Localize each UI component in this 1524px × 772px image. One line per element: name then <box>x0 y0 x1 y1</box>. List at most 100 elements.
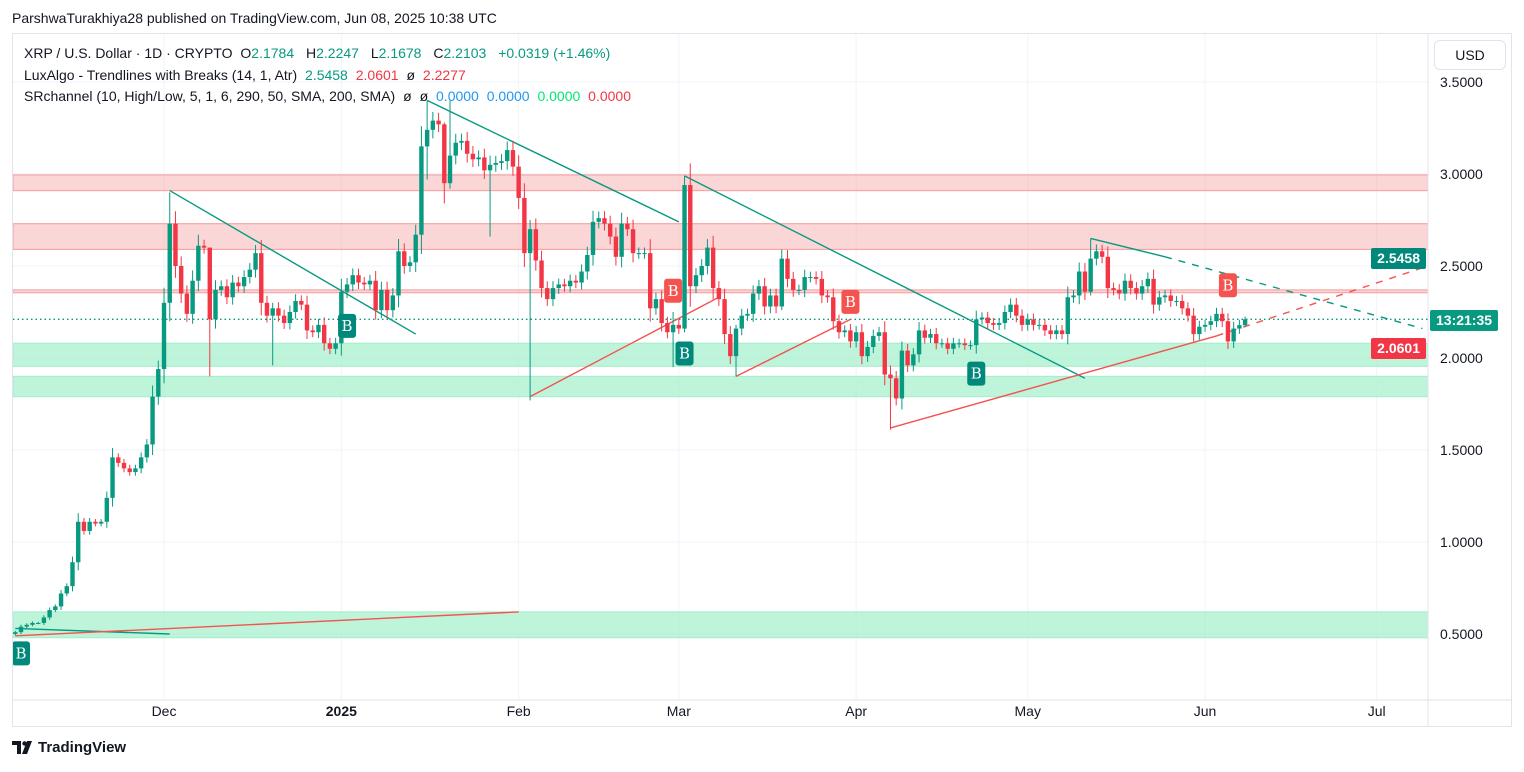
price-axis[interactable]: 3.5000 3.0000 2.5000 2.0000 1.5000 1.0000 0.50… <box>1440 74 1483 642</box>
bearish-candle <box>384 289 390 311</box>
bullish-candle <box>779 258 784 307</box>
bullish-candle <box>453 142 458 156</box>
break-label-text: B <box>1222 276 1233 294</box>
indicator-luxalgo[interactable]: LuxAlgo - Trendlines with Breaks (14, 1,… <box>24 67 470 83</box>
bullish-candle <box>1088 258 1093 292</box>
break-label-text: B <box>668 282 679 300</box>
bearish-candle <box>819 278 825 296</box>
bullish-candle <box>705 247 710 266</box>
bearish-candle <box>1151 278 1156 305</box>
bullish-candle <box>144 444 150 458</box>
time-tick-label: May <box>1015 703 1041 719</box>
price-tick-label: 0.5000 <box>1440 626 1483 642</box>
lower-trendline <box>529 296 720 398</box>
bearish-candle <box>562 284 567 287</box>
bullish-candle <box>499 161 504 163</box>
bearish-candle <box>785 258 790 279</box>
bullish-candle <box>1237 325 1242 329</box>
break-label-badge <box>13 641 31 666</box>
bearish-candle <box>510 150 516 167</box>
bullish-candle <box>596 218 601 222</box>
indicator-name[interactable]: LuxAlgo - Trendlines with Breaks (14, 1,… <box>24 67 298 83</box>
break-label-badge <box>675 341 694 366</box>
bearish-candle <box>207 247 212 320</box>
bearish-candle <box>1134 288 1139 294</box>
indicator-value: 0.0000 <box>537 88 581 104</box>
bullish-candle <box>1077 271 1082 296</box>
bearish-candle <box>121 462 127 469</box>
bullish-candle <box>150 396 155 445</box>
bullish-candle <box>876 332 882 336</box>
break-label-badge <box>841 289 860 314</box>
bullish-candle <box>796 289 802 291</box>
bullish-candle <box>1202 324 1208 327</box>
bullish-candle <box>53 606 58 611</box>
bearish-candle <box>373 280 378 311</box>
bullish-candle <box>58 593 64 607</box>
bullish-candle <box>550 288 556 300</box>
bearish-candle <box>281 315 287 324</box>
bullish-candle <box>76 521 81 563</box>
bullish-candle <box>505 150 510 162</box>
indicator-name[interactable]: SRchannel (10, High/Low, 5, 1, 6, 290, 5… <box>24 88 396 104</box>
bullish-candle <box>939 343 945 345</box>
support-zone <box>13 375 1428 398</box>
bearish-candle <box>905 350 910 366</box>
bearish-candle <box>173 223 178 266</box>
bearish-candle <box>464 140 470 154</box>
bearish-candle <box>722 299 727 335</box>
currency-button[interactable]: USD <box>1434 40 1506 70</box>
bearish-candle <box>81 521 87 531</box>
bearish-candle <box>573 280 579 283</box>
symbol-title[interactable]: XRP / U.S. Dollar · 1D · CRYPTO <box>24 45 233 61</box>
bullish-break-label: B <box>967 361 986 386</box>
bearish-candle <box>299 300 304 305</box>
bullish-candle <box>419 146 424 235</box>
upper-trendline <box>169 189 417 335</box>
bullish-candle <box>739 315 744 329</box>
lower-trendline <box>1216 267 1423 337</box>
low-value: 2.1678 <box>378 45 422 61</box>
bearish-candle <box>539 260 544 289</box>
bullish-candle <box>974 319 979 346</box>
close-value: 2.2103 <box>443 45 487 61</box>
bearish-candle <box>825 295 830 298</box>
bearish-candle <box>991 323 996 325</box>
bearish-candle <box>728 334 733 357</box>
bearish-candle <box>362 282 367 285</box>
bullish-candle <box>670 324 676 333</box>
bearish-candle <box>545 288 550 300</box>
symbol-legend[interactable]: XRP / U.S. Dollar · 1D · CRYPTO O2.1784 … <box>24 45 614 61</box>
bullish-candle <box>430 120 436 130</box>
bearish-candle <box>602 218 607 224</box>
indicator-value-empty: ø <box>403 88 412 104</box>
bullish-candle <box>287 312 293 324</box>
bearish-candle <box>1031 319 1036 325</box>
price-tick-label: 1.5000 <box>1440 442 1483 458</box>
bearish-candle <box>676 324 682 329</box>
bearish-candle <box>482 157 487 171</box>
tradingview-logo[interactable]: TradingView <box>12 739 126 756</box>
bullish-candle <box>333 343 338 349</box>
bearish-candle <box>201 245 207 248</box>
bullish-candle <box>35 622 41 624</box>
bearish-break-label: B <box>1218 273 1237 298</box>
time-axis[interactable]: Dec 2025 Feb Mar Apr May Jun Jul <box>152 703 1386 719</box>
time-tick-label: Jul <box>1368 703 1386 719</box>
bullish-candle <box>745 313 750 316</box>
change-value: +0.0319 (+1.46%) <box>498 45 611 61</box>
bearish-candle <box>1191 315 1196 335</box>
bearish-candle <box>402 251 407 266</box>
bullish-candle <box>1231 328 1236 342</box>
lower-trendline <box>15 611 519 637</box>
bullish-candle <box>1162 295 1168 298</box>
bearish-candle <box>882 332 887 375</box>
bearish-candle <box>1014 304 1019 316</box>
bullish-candle <box>133 468 138 473</box>
bullish-candle <box>1139 286 1145 294</box>
time-tick-label: Feb <box>507 703 531 719</box>
indicator-srchannel[interactable]: SRchannel (10, High/Low, 5, 1, 6, 290, 5… <box>24 88 635 104</box>
bearish-candle <box>1105 256 1111 289</box>
bullish-candle <box>161 302 167 370</box>
